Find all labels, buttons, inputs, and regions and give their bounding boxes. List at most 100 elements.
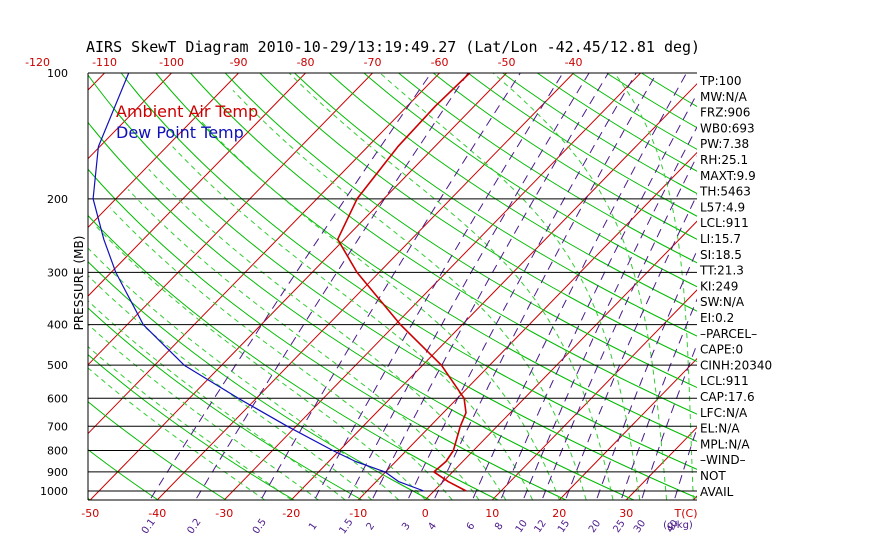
- dewpoint-profile-line: [92, 73, 425, 492]
- dry-adiabat-line: [502, 73, 697, 195]
- mixing-ratio-label: 20: [587, 518, 603, 535]
- isotherm-line: [0, 73, 38, 500]
- dry-adiabat-line: [190, 73, 697, 415]
- x-tick-label-top: -70: [364, 56, 382, 69]
- x-tick-label-bottom: 20: [552, 507, 566, 520]
- stats-item: RH:25.1: [700, 153, 748, 167]
- y-tick-label: 700: [47, 420, 68, 433]
- isotherm-line: [88, 73, 440, 435]
- x-tick-label-top: -50: [498, 56, 516, 69]
- mixing-ratio-label: 4: [426, 521, 439, 533]
- isotherm-line: [89, 73, 507, 500]
- moist-adiabat-line: [109, 207, 453, 500]
- dry-adiabat-line: [155, 73, 697, 442]
- mixing-ratio-label: 15: [556, 518, 572, 535]
- moist-adiabat-line: [288, 73, 614, 500]
- stats-item: SW:N/A: [700, 295, 745, 309]
- mixing-ratio-label: 2: [365, 521, 378, 533]
- mixing-ratio-label: 12: [532, 518, 548, 535]
- x-tick-label-top: -60: [431, 56, 449, 69]
- stats-item: –WIND–: [700, 453, 746, 467]
- x-tick-label-bottom: -20: [282, 507, 300, 520]
- stats-item: TH:5463: [699, 185, 751, 199]
- stats-item: FRZ:906: [700, 106, 750, 120]
- chart-grid: [0, 73, 870, 500]
- x-tick-label-top: -120: [25, 56, 50, 69]
- stats-item: SI:18.5: [700, 248, 742, 262]
- isotherm-line: [88, 73, 373, 366]
- mixing-ratio-line: [596, 249, 697, 499]
- x-tick-label-top: -110: [92, 56, 117, 69]
- stats-item: LFC:N/A: [700, 406, 748, 420]
- stats-item: TP:100: [699, 74, 742, 88]
- x-tick-label-top: -80: [297, 56, 315, 69]
- stats-item: CAPE:0: [700, 343, 743, 357]
- stats-item: MAXT:9.9: [700, 169, 756, 183]
- isotherm-line: [625, 426, 697, 500]
- legend-dew-point-temp: Dew Point Temp: [116, 123, 244, 142]
- y-tick-label: 100: [47, 67, 68, 80]
- stats-item: MPL:N/A: [700, 437, 750, 451]
- y-tick-label: 500: [47, 359, 68, 372]
- isotherm-line: [88, 73, 239, 229]
- moist-adiabat-line: [88, 300, 346, 500]
- dry-adiabat-line: [88, 260, 431, 500]
- mixing-ratio-line: [372, 73, 609, 499]
- dry-adiabat-line: [259, 73, 697, 363]
- mixing-ratio-line: [641, 342, 697, 499]
- stats-item: MW:N/A: [700, 90, 748, 104]
- stats-item: AVAIL: [700, 485, 734, 499]
- mixing-ratio-line: [542, 155, 697, 499]
- stats-item: CINH:20340: [700, 358, 772, 372]
- stats-item: EL:N/A: [700, 422, 740, 436]
- stats-item: PW:7.38: [700, 137, 749, 151]
- moist-adiabat-line: [172, 146, 534, 500]
- dry-adiabat-line: [467, 73, 697, 217]
- mixing-ratio-line: [523, 126, 697, 499]
- isotherm-line: [156, 73, 574, 500]
- isotherm-line: [223, 73, 641, 500]
- x-tick-label-top: -40: [565, 56, 583, 69]
- stats-item: KI:249: [700, 279, 738, 293]
- dry-adiabat-line: [88, 214, 499, 500]
- y-tick-label: 400: [47, 319, 68, 332]
- stats-item: EI:0.2: [700, 311, 734, 325]
- moist-adiabat-line: [232, 89, 587, 500]
- mixing-ratio-line: [196, 73, 469, 499]
- dry-adiabat-line: [363, 73, 697, 288]
- y-axis-label: PRESSURE (MB): [72, 236, 86, 331]
- legend-ambient-air-temp: Ambient Air Temp: [116, 102, 258, 121]
- mixing-ratio-unit-label: (g/kg): [663, 520, 693, 531]
- isotherm-line: [827, 73, 870, 500]
- moist-adiabat-line: [93, 223, 426, 500]
- mixing-ratio-line: [621, 298, 697, 499]
- stats-item: CAP:17.6: [700, 390, 755, 404]
- moist-adiabat-line: [200, 120, 560, 500]
- y-tick-label: 200: [47, 193, 68, 206]
- moist-adiabat-line: [127, 189, 480, 500]
- stats-item: LCL:911: [700, 374, 749, 388]
- dry-adiabat-line: [328, 73, 697, 312]
- moist-adiabat-line: [88, 345, 292, 500]
- moist-adiabat-line: [379, 73, 641, 500]
- mixing-ratio-line: [500, 92, 697, 499]
- dry-adiabat-line: [88, 168, 567, 500]
- mixing-ratio-label: 3: [400, 521, 413, 533]
- x-tick-label-bottom: 10: [485, 507, 499, 520]
- mixing-ratio-label: 10: [514, 518, 530, 535]
- stats-item: TT:21.3: [699, 264, 744, 278]
- mixing-ratio-line: [472, 73, 687, 499]
- stats-item: –PARCEL–: [700, 327, 757, 341]
- mixing-ratio-label: 8: [493, 521, 506, 533]
- dry-adiabat-line: [88, 121, 635, 500]
- x-tick-label-bottom: -50: [81, 507, 99, 520]
- mixing-ratio-line: [674, 426, 697, 499]
- mixing-ratio-line: [150, 73, 432, 499]
- x-tick-label-top: -90: [230, 56, 248, 69]
- mixing-ratio-line: [348, 73, 590, 499]
- moist-adiabat-line: [88, 247, 399, 500]
- mixing-ratio-label: 25: [611, 518, 627, 535]
